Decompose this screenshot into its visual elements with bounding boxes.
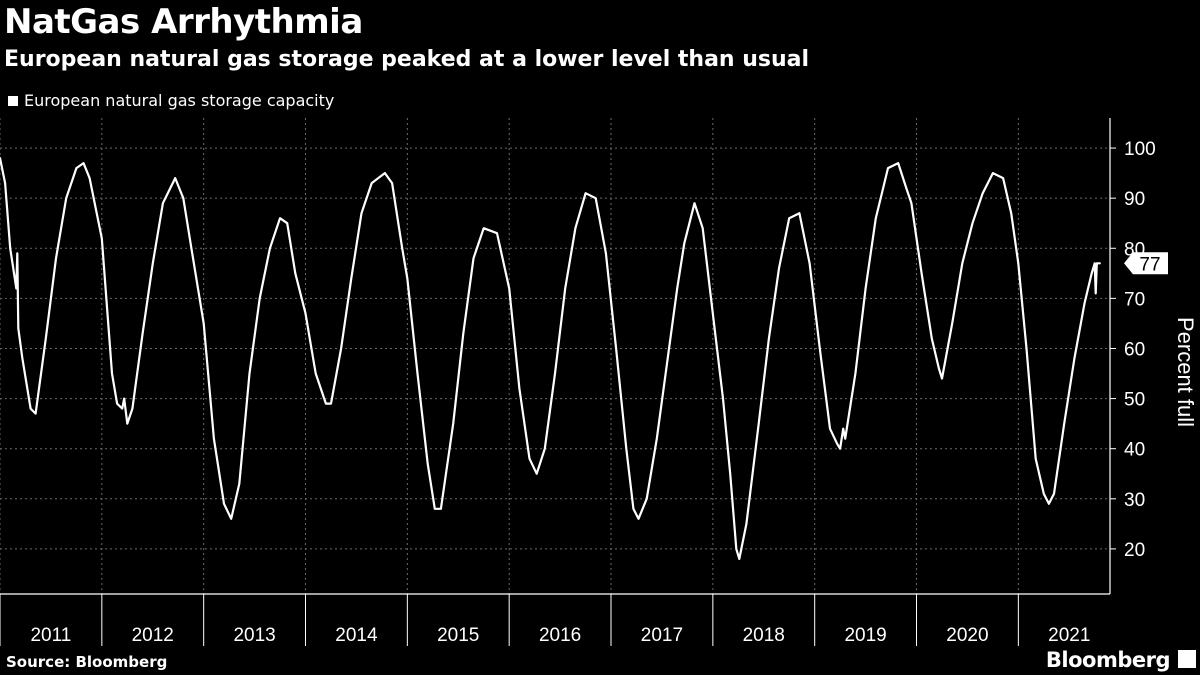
axes <box>0 118 1116 646</box>
legend-swatch <box>8 96 18 106</box>
series-layer <box>0 157 1101 560</box>
chart-title: NatGas Arrhythmia <box>4 2 363 42</box>
y-tick-label: 90 <box>1124 189 1145 210</box>
x-tick-label: 2015 <box>437 625 479 646</box>
y-tick-label: 70 <box>1124 289 1145 310</box>
y-tick-label: 100 <box>1124 139 1156 160</box>
gridlines <box>0 118 1110 594</box>
x-tick-label: 2020 <box>946 625 988 646</box>
y-tick-label: 20 <box>1124 540 1145 561</box>
brand-mark-icon <box>1178 650 1196 668</box>
x-tick-label: 2016 <box>539 625 581 646</box>
x-tick-label: 2018 <box>743 625 785 646</box>
y-tick-label: 40 <box>1124 440 1145 461</box>
series-line <box>0 157 1101 560</box>
x-tick-label: 2021 <box>1048 625 1090 646</box>
legend-label: European natural gas storage capacity <box>24 91 335 110</box>
y-tick-label: 30 <box>1124 490 1145 511</box>
y-tick-label: 60 <box>1124 339 1145 360</box>
x-tick-label: 2019 <box>844 625 886 646</box>
x-tick-label: 2011 <box>30 625 71 646</box>
y-tick-label: 50 <box>1124 390 1145 411</box>
x-tick-label: 2017 <box>641 625 683 646</box>
last-value-tag <box>1124 252 1168 275</box>
x-tick-label: 2013 <box>233 625 275 646</box>
source-note: Source: Bloomberg <box>6 653 168 671</box>
y-axis-title: Percent full <box>1173 317 1198 427</box>
last-value-label: 77 <box>1139 254 1160 275</box>
chart-legend: European natural gas storage capacity <box>8 91 334 111</box>
x-tick-label: 2014 <box>335 625 378 646</box>
x-tick-label: 2012 <box>132 625 174 646</box>
brand-logo: Bloomberg <box>1045 648 1171 672</box>
chart-subtitle: European natural gas storage peaked at a… <box>4 47 810 72</box>
